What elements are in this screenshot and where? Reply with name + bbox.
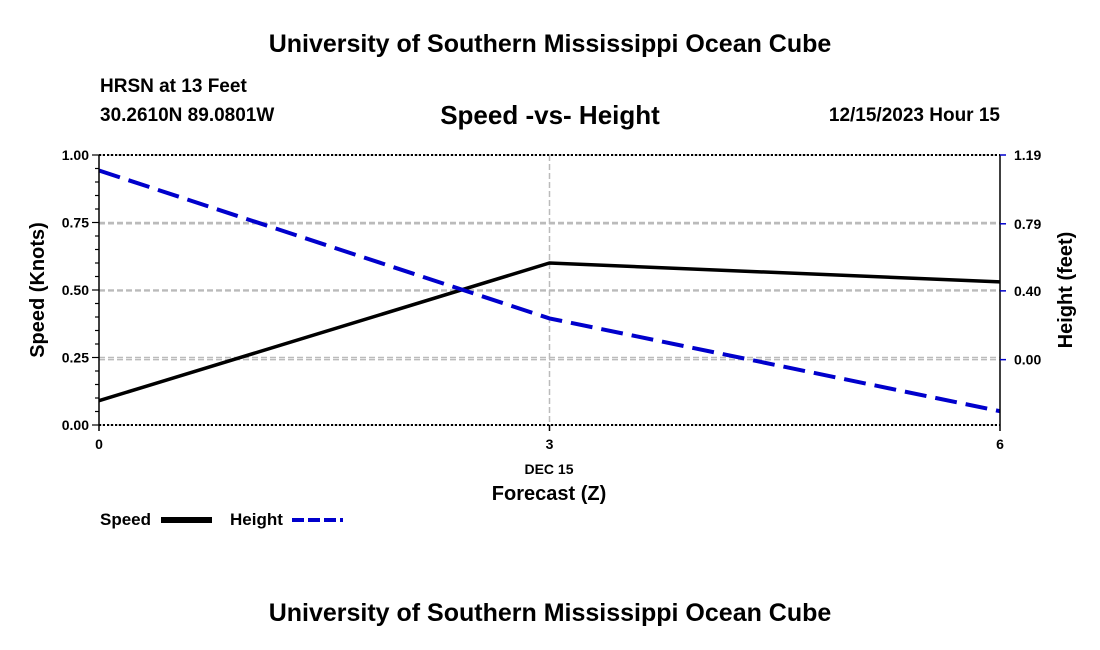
- x-tick-label: 6: [996, 436, 1004, 452]
- footer-title: University of Southern Mississippi Ocean…: [268, 599, 832, 627]
- legend-speed-label: Speed: [100, 510, 151, 529]
- forecast-datetime: 12/15/2023 Hour 15: [828, 105, 1000, 126]
- left-tick-label: 0.00: [62, 417, 89, 433]
- height-series-line: [98, 168, 1001, 414]
- coordinates-label: 30.2610N 89.0801W: [100, 105, 275, 126]
- right-tick-label: 0.79: [1014, 216, 1041, 232]
- right-tick-label: 0.00: [1014, 352, 1041, 368]
- x-tick-label: 0: [95, 436, 103, 452]
- x-axis-title: Forecast (Z): [492, 483, 606, 505]
- station-label: HRSN at 13 Feet: [100, 76, 247, 97]
- series-layer: [98, 168, 1001, 414]
- x-date-label: DEC 15: [524, 461, 573, 477]
- left-tick-label: 0.75: [62, 215, 89, 231]
- legend: Speed Height: [100, 510, 343, 529]
- page-title: University of Southern Mississippi Ocean…: [268, 30, 832, 58]
- speed-series-line: [98, 261, 1001, 403]
- axes: 0.00 0.25 0.50 0.75 1.00 0.00 0.40 0.79 1.19 0 3 6: [62, 147, 1042, 452]
- chart-title: Speed -vs- Height: [440, 100, 660, 130]
- left-tick-label: 1.00: [62, 147, 89, 163]
- right-tick-label: 0.40: [1014, 283, 1041, 299]
- right-axis-title: Height (feet): [1055, 232, 1077, 349]
- left-axis-title: Speed (Knots): [27, 222, 49, 358]
- left-tick-label: 0.25: [62, 350, 89, 366]
- left-tick-label: 0.50: [62, 282, 89, 298]
- legend-height-label: Height: [230, 510, 283, 529]
- right-tick-label: 1.19: [1014, 147, 1041, 163]
- x-tick-label: 3: [546, 436, 554, 452]
